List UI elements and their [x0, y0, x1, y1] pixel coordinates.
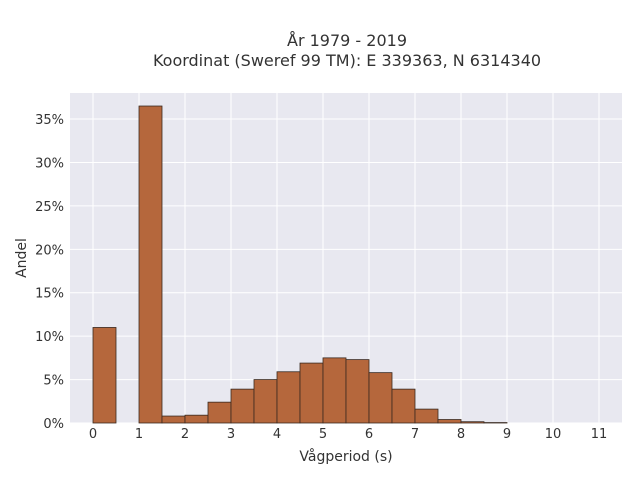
y-tick-label: 15% [35, 287, 64, 302]
x-tick-label: 5 [319, 427, 327, 442]
histogram-bar [368, 372, 393, 424]
y-tick-label: 25% [35, 200, 64, 215]
grid-lines [70, 93, 622, 424]
histogram-bar [138, 105, 163, 424]
histogram-bar [391, 388, 416, 424]
chart-subtitle: Koordinat (Sweref 99 TM): E 339363, N 63… [153, 51, 541, 70]
histogram-bar [230, 388, 255, 424]
x-tick-label: 3 [227, 427, 235, 442]
histogram-bar [207, 401, 232, 424]
histogram-bar [299, 362, 324, 424]
x-tick-label: 8 [457, 427, 465, 442]
chart-title: År 1979 - 2019 [287, 31, 407, 50]
x-tick-label: 4 [273, 427, 281, 442]
y-tick-label: 30% [35, 156, 64, 171]
x-tick-label: 2 [181, 427, 189, 442]
y-axis-ticks: 0% 5% 10% 15% 20% 25% 30% 35% [35, 113, 64, 432]
histogram-bar [460, 421, 485, 424]
histogram-bar [161, 415, 186, 424]
histogram-bar [322, 357, 347, 424]
x-axis-label: Vågperiod (s) [299, 448, 392, 465]
y-tick-label: 20% [35, 243, 64, 258]
y-tick-label: 10% [35, 330, 64, 345]
y-tick-label: 35% [35, 113, 64, 128]
y-tick-label: 5% [43, 374, 64, 389]
x-tick-label: 1 [135, 427, 143, 442]
y-tick-label: 0% [43, 417, 64, 432]
histogram-bar [253, 379, 278, 424]
x-tick-label: 10 [545, 427, 562, 442]
x-tick-label: 7 [411, 427, 419, 442]
x-tick-label: 11 [591, 427, 608, 442]
histogram-bar [276, 371, 301, 424]
x-axis-ticks: 0 1 2 3 4 5 6 7 8 9 10 11 [89, 427, 607, 442]
x-tick-label: 6 [365, 427, 373, 442]
histogram-bar [414, 408, 439, 424]
histogram-bar [345, 359, 370, 424]
histogram-bar [437, 419, 462, 424]
histogram-bar [184, 414, 209, 424]
y-axis-label: Andel [14, 238, 30, 278]
histogram-bar [92, 327, 117, 424]
x-tick-label: 9 [503, 427, 511, 442]
bars [92, 105, 508, 424]
x-tick-label: 0 [89, 427, 97, 442]
